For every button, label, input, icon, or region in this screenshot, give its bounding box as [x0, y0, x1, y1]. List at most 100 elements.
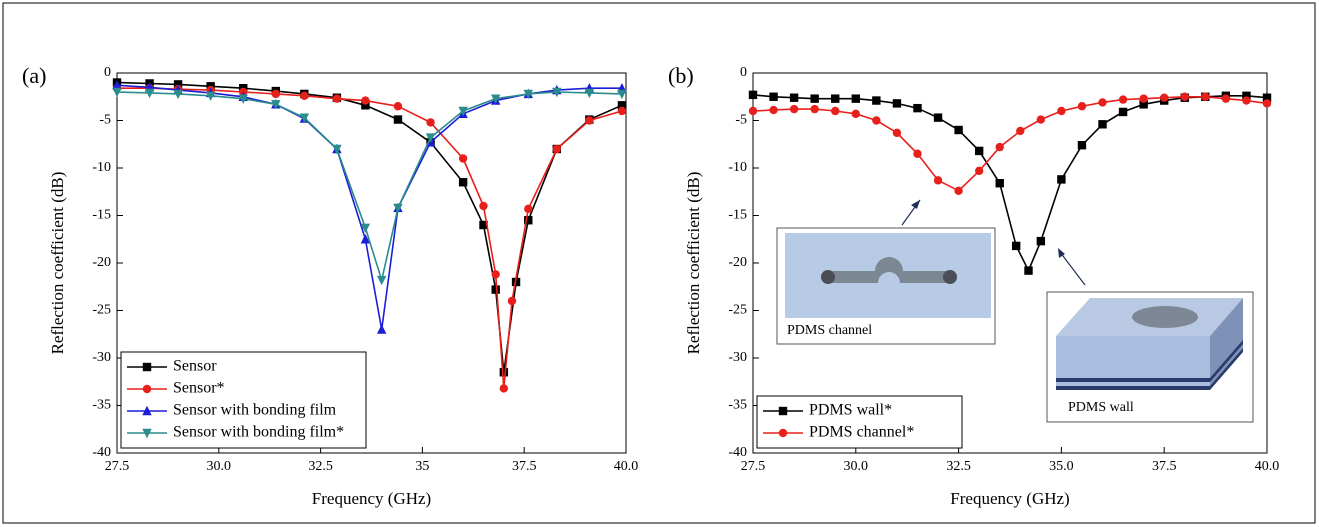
marker: [1011, 241, 1021, 251]
marker: [144, 88, 155, 99]
inset-port: [821, 270, 835, 284]
insets: PDMS channel PDMS wall: [776, 199, 1254, 423]
y-tick-label: -40: [92, 445, 111, 460]
marker: [299, 113, 310, 123]
panel-label: (a): [22, 63, 46, 88]
x-tick-label: 27.5: [741, 459, 766, 474]
marker: [1057, 106, 1066, 116]
legend-label: Sensor: [173, 358, 217, 375]
marker: [913, 103, 922, 113]
y-tick-label: -25: [728, 303, 747, 318]
y-axis-label: Reflection coefficient (dB): [684, 172, 703, 355]
marker: [954, 125, 963, 135]
series-line: [117, 87, 623, 389]
marker: [112, 80, 122, 90]
x-tick-label: 32.5: [308, 459, 333, 474]
marker: [1262, 93, 1272, 102]
inset-front: [1056, 336, 1210, 388]
marker: [1057, 175, 1066, 184]
arrow-head: [911, 200, 920, 209]
marker: [913, 149, 922, 158]
marker: [271, 100, 281, 110]
inset-layer: [1056, 378, 1210, 382]
inset-substrate: [785, 233, 991, 318]
marker: [271, 89, 281, 99]
marker: [810, 94, 819, 103]
marker: [524, 204, 533, 214]
marker: [524, 216, 533, 225]
marker: [1139, 94, 1148, 103]
marker: [769, 92, 778, 101]
marker: [1024, 266, 1033, 275]
marker: [1098, 120, 1107, 129]
y-tick-label: -30: [728, 350, 747, 365]
inset-side: [1210, 298, 1243, 388]
marker: [507, 296, 517, 306]
marker: [425, 133, 436, 143]
marker: [831, 94, 840, 103]
inset-layer: [1056, 386, 1210, 390]
marker: [1242, 91, 1251, 100]
marker: [499, 384, 509, 393]
marker: [205, 91, 216, 101]
arrow-head: [1058, 248, 1065, 258]
legend-label: PDMS wall*: [809, 402, 892, 419]
marker: [376, 275, 387, 286]
y-axis-label: Reflection coefficient (dB): [48, 172, 67, 355]
marker: [789, 104, 799, 114]
marker: [789, 93, 799, 102]
marker: [1262, 99, 1272, 108]
legend-label: PDMS channel*: [809, 424, 914, 441]
marker: [490, 94, 501, 104]
marker: [778, 406, 788, 416]
marker: [142, 384, 152, 394]
marker: [393, 203, 403, 214]
inset-layer: [1210, 340, 1243, 382]
marker: [361, 96, 370, 105]
y-tick-label: -15: [92, 208, 111, 223]
marker: [892, 99, 902, 108]
marker: [1016, 126, 1025, 136]
marker: [393, 102, 403, 111]
marker: [892, 128, 902, 138]
x-tick-label: 32.5: [946, 459, 971, 474]
x-tick-label: 40.0: [614, 459, 639, 474]
marker: [584, 88, 595, 99]
marker: [933, 176, 943, 185]
marker: [1180, 92, 1189, 101]
marker: [458, 106, 468, 117]
marker: [332, 94, 342, 103]
marker: [393, 115, 403, 124]
y-tick-label: -25: [92, 303, 111, 318]
marker: [523, 89, 533, 100]
marker: [1036, 115, 1046, 124]
series-line: [116, 81, 623, 373]
x-tick-label: 35: [415, 459, 429, 474]
marker: [1139, 100, 1148, 109]
marker: [479, 220, 488, 230]
marker: [769, 105, 778, 115]
marker: [1160, 93, 1169, 102]
marker: [552, 144, 561, 154]
legend-box: [756, 395, 963, 449]
legend-label: Sensor with bonding film*: [173, 424, 344, 441]
marker: [995, 142, 1004, 152]
marker: [142, 405, 152, 416]
series-line: [752, 96, 1268, 192]
x-tick-label: 37.5: [512, 459, 537, 474]
marker: [1036, 236, 1046, 246]
x-tick-label: 30.0: [844, 459, 869, 474]
panel-label: (b): [668, 63, 694, 88]
marker: [1201, 92, 1210, 101]
marker: [499, 368, 509, 377]
marker: [458, 178, 468, 187]
y-tick-label: -35: [92, 398, 111, 413]
x-tick-label: 40.0: [1255, 459, 1280, 474]
inset-channel: [828, 257, 950, 283]
inset-layer: [1210, 348, 1243, 390]
marker: [954, 186, 963, 195]
x-tick-label: 27.5: [105, 459, 130, 474]
marker: [376, 324, 387, 334]
